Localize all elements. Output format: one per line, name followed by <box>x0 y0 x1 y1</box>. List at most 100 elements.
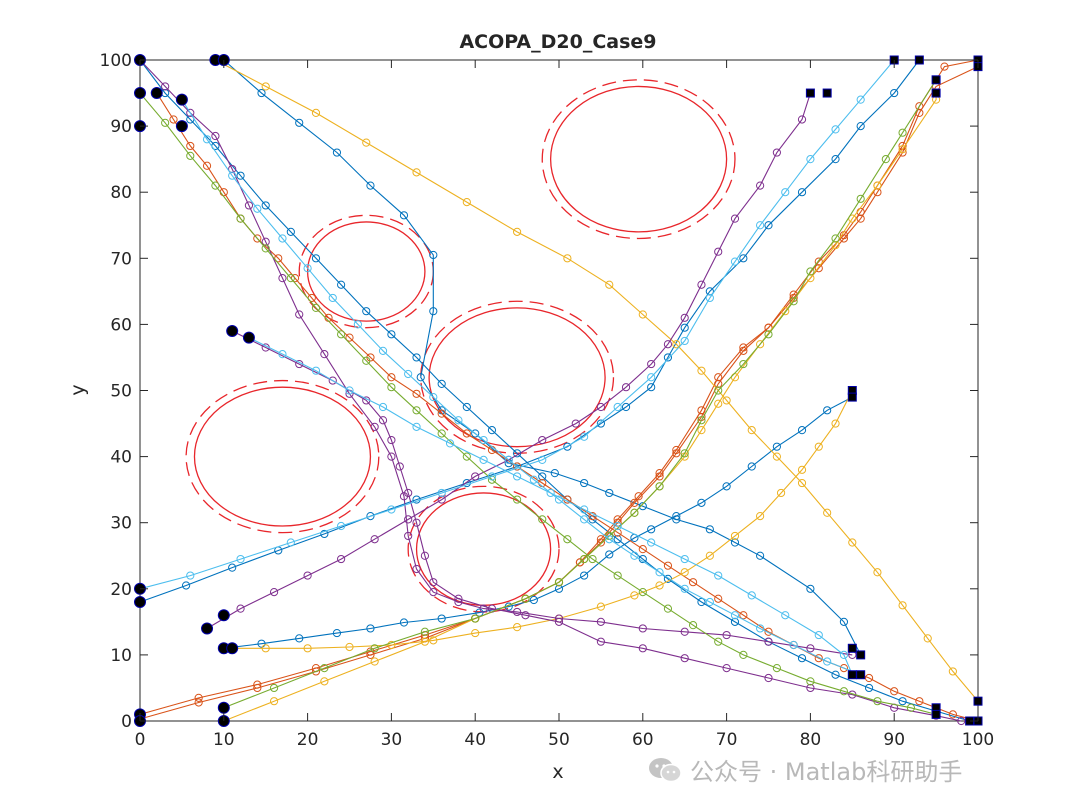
path-point <box>776 488 786 498</box>
path-point <box>806 644 815 653</box>
path-point <box>647 383 656 392</box>
path-point <box>873 697 882 706</box>
path-point <box>697 280 706 289</box>
path-point <box>295 634 304 643</box>
path-point <box>429 636 438 645</box>
path-point <box>714 373 723 382</box>
obstacle-safety-margin <box>185 379 380 534</box>
path-point <box>814 630 823 640</box>
path-point <box>638 644 647 653</box>
path-point <box>873 568 882 577</box>
path-point <box>416 373 425 382</box>
path-point <box>839 664 849 673</box>
path-point <box>412 406 421 415</box>
y-tick-label: 60 <box>110 315 132 335</box>
y-tick-label: 10 <box>110 646 132 666</box>
path-point <box>437 488 446 498</box>
x-tick-label: 10 <box>213 730 235 750</box>
path-point <box>487 426 497 435</box>
path-point <box>634 492 643 501</box>
path-point <box>764 627 773 636</box>
path-point <box>672 511 681 521</box>
path-point <box>571 419 580 428</box>
path-point <box>655 482 664 491</box>
path-point <box>613 571 622 580</box>
path-point <box>211 181 220 190</box>
path-line <box>215 59 979 702</box>
path-point <box>756 551 765 560</box>
path-point <box>688 621 698 630</box>
path-point <box>399 211 409 220</box>
path-point <box>772 664 781 673</box>
path-point <box>915 697 924 706</box>
path-line <box>139 59 920 603</box>
path-point <box>898 601 907 610</box>
path-point <box>831 670 840 679</box>
path-point <box>420 637 430 646</box>
path-point <box>161 118 170 127</box>
wechat-icon <box>649 757 682 782</box>
path-point <box>923 634 932 643</box>
path-point <box>890 88 899 98</box>
path-line <box>139 92 937 715</box>
path-point <box>655 581 664 590</box>
path-point <box>412 564 421 574</box>
path-point <box>345 333 354 342</box>
path-point <box>257 88 266 98</box>
path-line <box>231 330 962 722</box>
path-point <box>739 611 748 620</box>
path-point <box>756 624 765 633</box>
path-point <box>261 244 270 253</box>
path-point <box>261 237 270 246</box>
path-point <box>647 525 656 534</box>
path-point <box>756 340 765 349</box>
path-point <box>856 194 865 203</box>
path-point <box>366 181 375 190</box>
path-line <box>139 59 895 590</box>
path-point <box>831 240 840 250</box>
path-point <box>529 595 538 605</box>
path-point <box>269 683 279 693</box>
path-point <box>366 511 375 521</box>
y-tick-label: 50 <box>110 382 132 402</box>
path-point <box>412 389 421 398</box>
path-point <box>680 584 689 593</box>
path-point <box>948 710 957 719</box>
path-point <box>471 614 480 623</box>
path-point <box>202 135 212 144</box>
path-point <box>487 472 497 481</box>
path-point <box>722 482 731 491</box>
path-point <box>437 614 446 623</box>
path-point <box>856 122 865 131</box>
x-tick-label: 0 <box>135 730 146 750</box>
path-point <box>378 346 388 355</box>
path-point <box>697 406 706 415</box>
path-point <box>705 287 714 296</box>
path-point <box>399 618 409 627</box>
path-point <box>613 528 622 537</box>
path-point <box>789 640 798 650</box>
path-point <box>462 198 471 207</box>
path-point <box>638 624 647 633</box>
path-point <box>429 307 438 316</box>
path-point <box>580 554 589 564</box>
path-point <box>823 508 832 517</box>
goal-point <box>931 75 941 85</box>
y-axis-label: y <box>67 384 89 395</box>
path-point <box>730 531 740 541</box>
goal-point <box>822 88 832 98</box>
path-point <box>747 591 756 600</box>
path-point <box>328 376 337 385</box>
path-line <box>139 59 979 715</box>
path-point <box>739 359 748 369</box>
path-point <box>797 478 807 488</box>
start-point <box>150 87 163 100</box>
path-point <box>873 188 882 197</box>
path-line <box>139 66 979 720</box>
path-point <box>831 419 840 428</box>
path-point <box>722 664 731 673</box>
path-point <box>705 525 714 534</box>
path-point <box>647 373 656 382</box>
path-point <box>412 353 421 362</box>
path-point <box>437 379 446 388</box>
